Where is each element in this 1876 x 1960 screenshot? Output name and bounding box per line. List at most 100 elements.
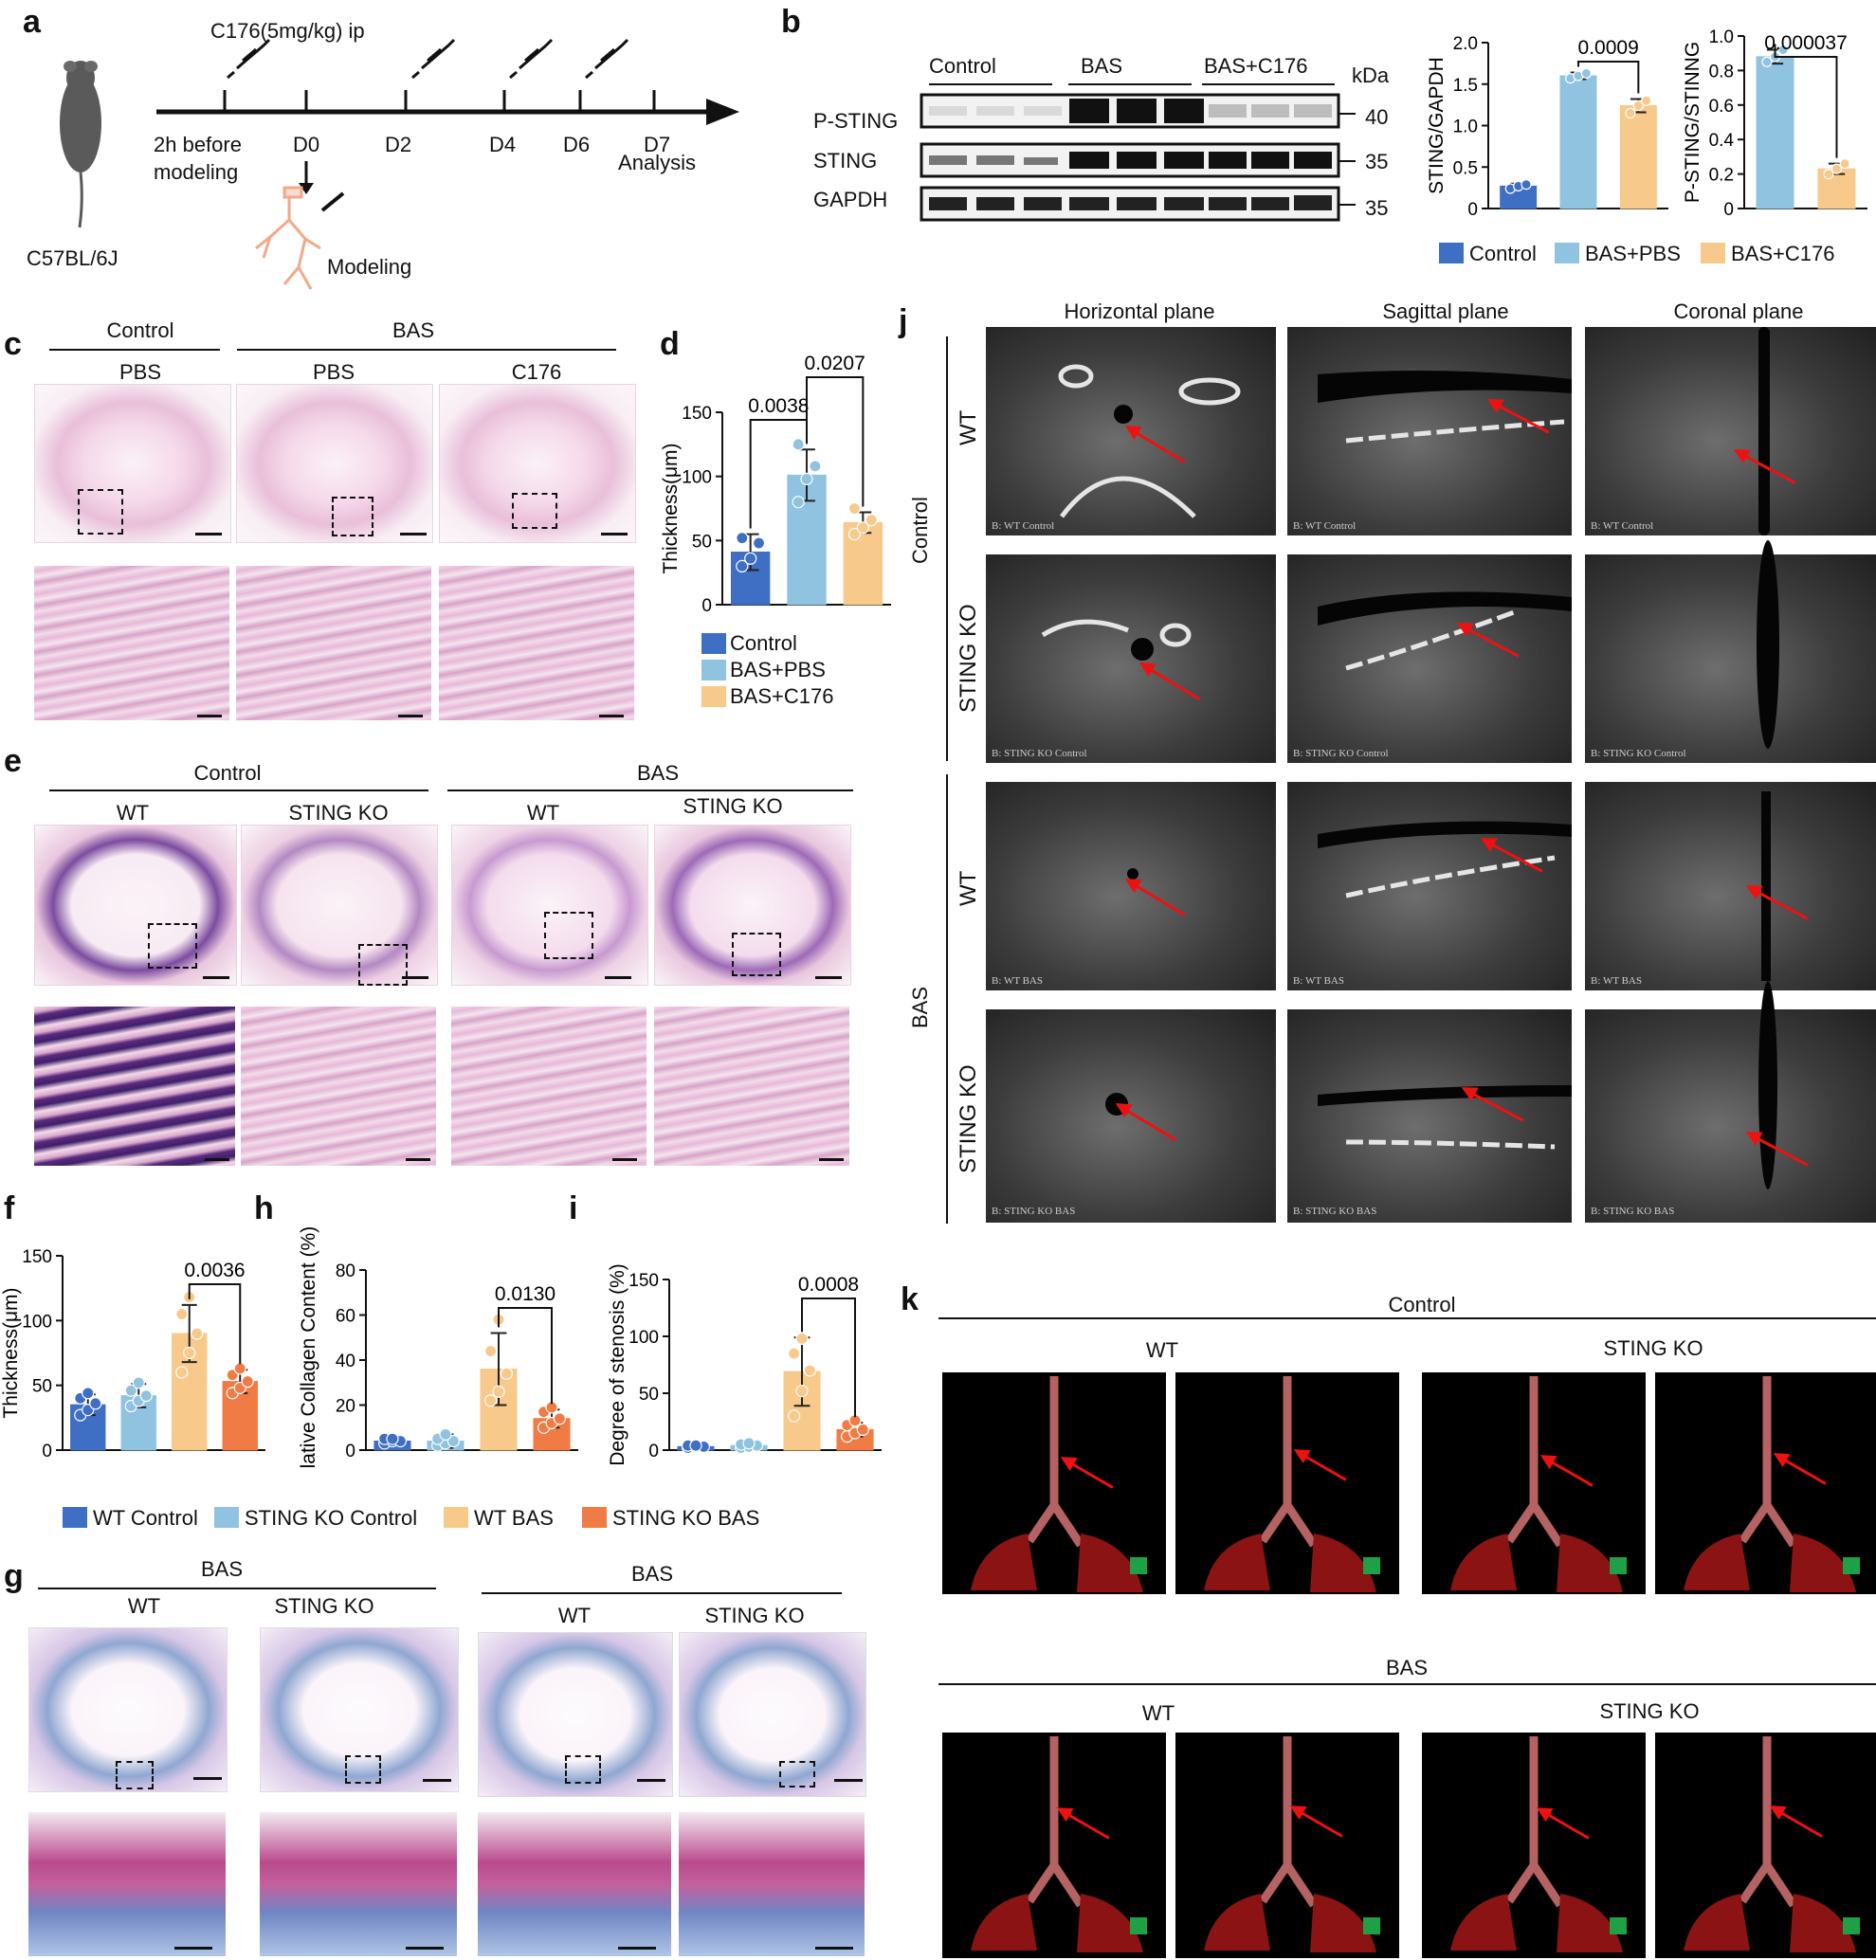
j-plane-coronal: Coronal plane	[1673, 299, 1804, 323]
y-axis-label: Degree of stenosis (%)	[607, 1263, 628, 1466]
y-tick-label: 50	[639, 1385, 659, 1405]
data-point	[500, 1367, 513, 1380]
data-point	[795, 1385, 809, 1398]
g-group-bas-1: BAS	[200, 1557, 244, 1581]
blot-kda-35a: 35	[1365, 150, 1389, 173]
ct-caption-4c: B: STING KO BAS	[1591, 1206, 1675, 1217]
c-he-control-pbs	[34, 384, 231, 543]
panel-d-label: d	[660, 326, 680, 362]
ct-caption-1c: B: WT Control	[1591, 520, 1654, 532]
data-point	[865, 514, 878, 527]
ct-wt-control-coronal	[1585, 327, 1876, 535]
data-point	[736, 559, 749, 572]
y-tick-label: 100	[22, 1312, 52, 1332]
e-zoom-ko-control	[241, 1007, 436, 1166]
data-point	[689, 1439, 702, 1452]
panel-h-label: h	[254, 1190, 274, 1226]
panel-g-label: g	[4, 1558, 24, 1594]
data-point	[803, 1364, 816, 1377]
data-point	[1625, 107, 1636, 118]
legend-d-bas-c176: BAS+C176	[730, 684, 834, 708]
legend-b-bas-pbs: BAS+PBS	[1585, 242, 1681, 265]
timeline-d2: D2	[384, 133, 412, 156]
k-3d-lungs	[942, 1372, 1876, 1960]
j-group-bas: BAS	[908, 986, 932, 1028]
legend-sting-ko-bas: STING KO BAS	[612, 1506, 760, 1530]
y-tick-label: 0	[648, 1442, 659, 1461]
mouse-strain-label: C57BL/6J	[27, 246, 118, 270]
g-sub-ko-2: STING KO	[704, 1604, 805, 1627]
y-tick-label: 100	[628, 1328, 659, 1348]
y-axis-label: Thickness(μm)	[0, 1287, 22, 1418]
y-axis-label: STING/GAPDH	[1426, 57, 1448, 194]
y-tick-label: 0	[1723, 200, 1734, 220]
blot-row-p-sting: P-STING	[813, 109, 899, 133]
data-point	[139, 1389, 153, 1403]
y-tick-label: 20	[336, 1397, 355, 1417]
j-row-ko-bas: STING KO	[956, 1064, 981, 1173]
data-point	[1632, 100, 1644, 112]
data-point	[795, 1332, 809, 1346]
j-row-ko-control: STING KO	[956, 604, 981, 713]
y-tick-label: 0	[701, 596, 712, 616]
data-point	[553, 1412, 566, 1425]
legend-sting-ko-control: STING KO Control	[245, 1506, 418, 1530]
e-zoom-ko-bas	[654, 1007, 849, 1166]
ct-caption-4a: B: STING KO BAS	[992, 1206, 1076, 1217]
data-point	[1823, 169, 1834, 180]
ct-wt-bas-sagittal	[1287, 782, 1572, 990]
e-he-ko-control	[241, 825, 438, 986]
panel-e-label: e	[4, 743, 22, 779]
ct-ko-bas-sagittal	[1287, 1009, 1572, 1223]
j-plane-horizontal: Horizontal plane	[1064, 299, 1215, 323]
data-point	[439, 1427, 452, 1441]
ct-ko-control-horizontal	[986, 554, 1276, 763]
y-tick-label: 1.0	[1709, 27, 1734, 47]
data-point	[847, 527, 862, 541]
ct-ko-control-sagittal	[1287, 554, 1572, 763]
y-tick-label: 0.5	[1453, 158, 1478, 178]
y-tick-label: 0	[345, 1442, 355, 1461]
c-zoom-bas-c176	[439, 566, 634, 720]
blot-group-bas: BAS	[1081, 54, 1123, 78]
data-point	[736, 532, 749, 545]
data-point	[386, 1432, 399, 1445]
e-he-wt-bas	[451, 825, 648, 986]
g-mt-ko-2	[679, 1632, 866, 1797]
data-point	[132, 1376, 145, 1389]
blot-kda-35b: 35	[1365, 196, 1389, 220]
e-sub-ko-1: STING KO	[288, 801, 389, 825]
ct-caption-2b: B: STING KO Control	[1293, 748, 1389, 759]
legend-b-bas-c176-swatch	[1701, 243, 1725, 263]
y-tick-label: 50	[32, 1377, 52, 1397]
g-sub-wt-1: WT	[127, 1594, 161, 1618]
g-zoom-wt-1	[28, 1812, 226, 1956]
c-he-bas-c176	[439, 384, 636, 543]
data-point	[1839, 158, 1850, 170]
bar	[1756, 56, 1794, 209]
mouse-icon	[60, 61, 101, 228]
j-group-control: Control	[908, 497, 932, 564]
legend-wt-bas: WT BAS	[474, 1506, 554, 1530]
legend-b-control: Control	[1469, 242, 1537, 265]
ct-caption-3b: B: WT BAS	[1293, 975, 1344, 987]
g-group-bas-2: BAS	[630, 1562, 674, 1586]
data-point	[742, 1437, 756, 1450]
timeline-d0: D0	[292, 133, 320, 156]
legend-d-control: Control	[730, 631, 797, 655]
data-point	[82, 1387, 95, 1400]
ct-caption-2a: B: STING KO Control	[992, 748, 1087, 759]
significance-bracket	[806, 376, 865, 507]
data-point	[809, 460, 822, 473]
y-tick-label: 40	[336, 1352, 355, 1371]
data-point	[89, 1397, 102, 1410]
data-point	[1777, 44, 1789, 56]
data-point	[175, 1366, 189, 1379]
blot-group-bas-c176: BAS+C176	[1204, 54, 1308, 78]
legend-wt-control: WT Control	[93, 1506, 198, 1530]
g-zoom-ko-2	[679, 1812, 865, 1956]
e-sub-wt-1: WT	[116, 801, 150, 825]
ct-caption-4b: B: STING KO BAS	[1293, 1206, 1377, 1217]
